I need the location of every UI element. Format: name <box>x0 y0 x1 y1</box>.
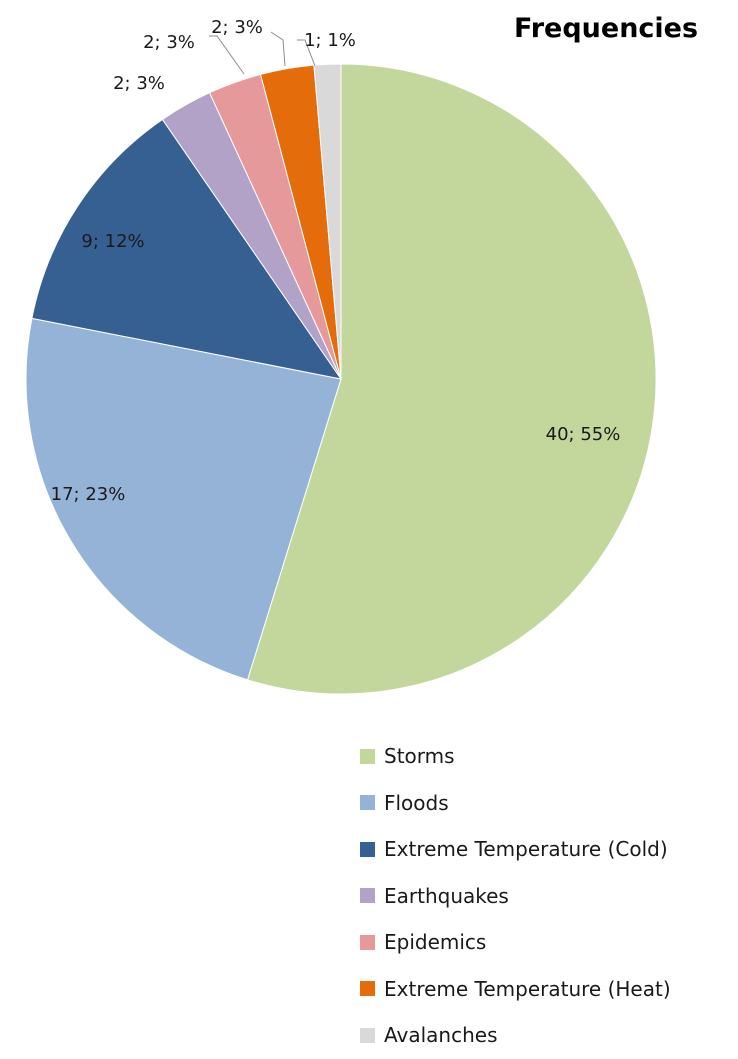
legend-swatch <box>360 795 375 811</box>
legend-item-avalanches: Avalanches <box>360 1012 671 1059</box>
pie-slice-storms <box>246 63 657 695</box>
leader-line-extreme-temperature-heat <box>270 31 286 67</box>
chart-legend: Storms Floods Extreme Temperature (Cold) Ea… <box>360 733 671 1059</box>
data-label-floods: 17; 23% <box>51 484 126 505</box>
legend-label: Floods <box>384 790 449 815</box>
pie-chart: Frequencies 40; 55% 17; 23% 9; 12% 2; 3% 2; … <box>25 13 698 695</box>
data-label-epidemics: 2; 3% <box>143 32 195 53</box>
legend-item-earthquakes: Earthquakes <box>360 873 671 920</box>
legend-item-extreme-temperature-cold: Extreme Temperature (Cold) <box>360 826 671 873</box>
legend-item-extreme-temperature-heat: Extreme Temperature (Heat) <box>360 966 671 1013</box>
legend-swatch <box>360 981 375 997</box>
legend-swatch <box>360 841 375 857</box>
leader-line-avalanches <box>297 39 316 67</box>
legend-item-epidemics: Epidemics <box>360 919 671 966</box>
legend-swatch <box>360 934 375 950</box>
data-label-earthquakes: 2; 3% <box>113 73 165 94</box>
pie-slice-floods <box>25 317 342 681</box>
legend-label: Storms <box>384 744 455 769</box>
legend-swatch <box>360 748 375 764</box>
legend-swatch <box>360 1027 375 1043</box>
data-label-extreme-temperature-cold: 9; 12% <box>81 231 144 252</box>
pie-slices <box>25 63 657 695</box>
legend-label: Extreme Temperature (Cold) <box>384 837 668 862</box>
legend-label: Avalanches <box>384 1023 498 1048</box>
legend-label: Extreme Temperature (Heat) <box>384 976 671 1001</box>
pie-slice-avalanches <box>313 63 342 380</box>
data-label-extreme-temperature-heat: 2; 3% <box>211 17 263 38</box>
legend-item-storms: Storms <box>360 733 671 780</box>
leader-line-epidemics <box>209 35 245 75</box>
legend-swatch <box>360 888 375 904</box>
chart-title: Frequencies <box>514 13 698 44</box>
data-label-storms: 40; 55% <box>546 424 621 445</box>
data-labels: 40; 55% 17; 23% 9; 12% 2; 3% 2; 3% 2; 3% 1; 1% <box>51 17 621 505</box>
pie-slice-extreme-temperature-cold <box>31 118 343 380</box>
legend-label: Epidemics <box>384 930 487 955</box>
leader-lines <box>209 31 316 75</box>
legend-item-floods: Floods <box>360 780 671 827</box>
data-label-avalanches: 1; 1% <box>304 30 356 51</box>
legend-label: Earthquakes <box>384 883 509 908</box>
